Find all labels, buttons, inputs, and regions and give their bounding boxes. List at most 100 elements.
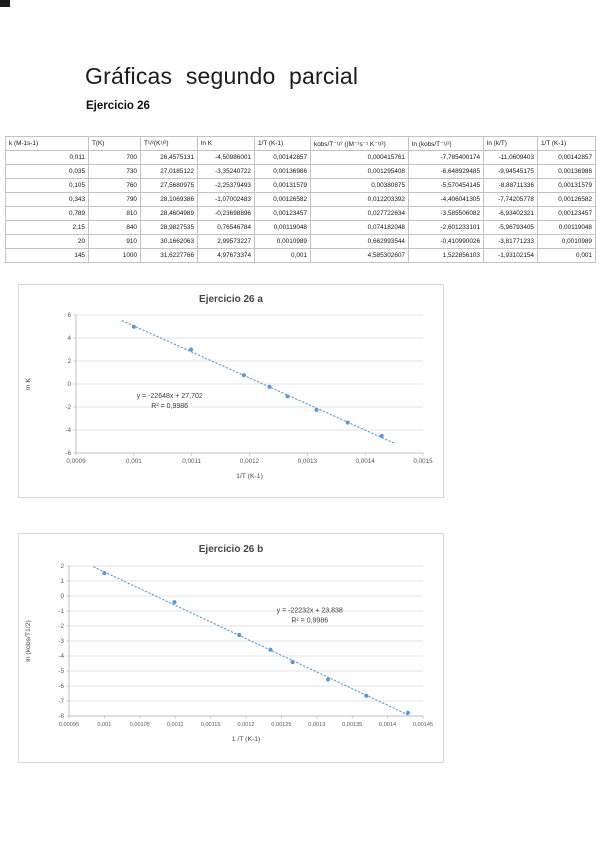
axes — [66, 565, 424, 719]
x-tick-label: 0,00135 — [342, 722, 362, 728]
x-tick-label: 0,0012 — [240, 458, 260, 465]
x-tick-label: 0,0014 — [379, 722, 396, 728]
y-tick-label: -5 — [58, 668, 64, 675]
table-cell: 145 — [5, 248, 89, 263]
table-cell: 810 — [88, 206, 141, 221]
table-cell: 2,15 — [5, 220, 89, 235]
x-tick-label: 0,00105 — [130, 722, 150, 728]
page-title: Gráficas segundo parcial — [85, 63, 359, 89]
y-tick-label: 2 — [60, 563, 64, 570]
table-cell: 790 — [88, 192, 141, 207]
table-cell: 0,00119048 — [254, 220, 311, 235]
chart-canvas: 0,0009 0,001 0,0011 0,0012 0,0013 0,0014 0,001… — [25, 294, 433, 480]
table-cell: 0,074182048 — [310, 220, 409, 235]
data-table: k (M-1s-1) T(K) T¹/²(K¹/²) ln K 1/T (K-1) kob… — [5, 136, 596, 263]
data-point — [268, 647, 273, 652]
table-row: 0,105 760 27,5680975 -2,25379493 0,00131579 0… — [5, 178, 596, 193]
table-header-cell: ln (kobs/T⁻¹/²) — [408, 136, 484, 151]
table-row: 0,789 810 28,4604989 -0,23698896 0,00123457 0… — [5, 206, 596, 221]
table-cell: -8,88711336 — [483, 178, 538, 193]
table-cell: -5,570454145 — [408, 178, 484, 193]
data-point — [314, 407, 319, 413]
table-cell: 700 — [88, 150, 141, 165]
table-cell: 28,4604989 — [140, 206, 198, 221]
x-tick-label: 0,00115 — [201, 722, 221, 728]
y-axis-label: ln (kobs/T1/2) — [25, 620, 32, 662]
x-tick-label: 0,00095 — [59, 722, 79, 728]
y-tick-label: -2 — [58, 623, 64, 630]
table-header-cell: kobs/T⁻¹/² ((M⁻¹s⁻¹ K⁻¹/²) — [310, 136, 409, 151]
table-cell: -4,406041305 — [408, 192, 484, 207]
table-cell: 0,00136986 — [537, 164, 596, 179]
x-tick-label: 0,0009 — [66, 458, 86, 465]
table-cell: -11,0609403 — [483, 150, 538, 165]
table-cell: 27,0185122 — [140, 164, 198, 179]
table-cell: 0,00131579 — [254, 178, 311, 193]
x-axis-label: 1/T (K-1) — [236, 473, 263, 480]
y-tick-label: -7 — [58, 698, 64, 705]
table-cell: -3,81771233 — [483, 234, 538, 249]
y-tick-label: 1 — [60, 578, 64, 585]
table-cell: -1,93102154 — [483, 248, 538, 263]
table-cell: 730 — [88, 164, 141, 179]
table-row: 0,035 730 27,0185122 -3,35240722 0,00136986 0… — [5, 164, 596, 179]
data-point — [102, 571, 107, 576]
y-axis-label: ln K — [25, 378, 32, 390]
y-tick-label: 2 — [67, 358, 71, 365]
table-header-cell: k (M-1s-1) — [5, 136, 89, 151]
table-cell: -7,74205778 — [483, 192, 538, 207]
table-cell: 28,9827535 — [140, 220, 198, 235]
y-tick-label: -2 — [65, 404, 71, 411]
table-cell: 0,76546784 — [197, 220, 255, 235]
x-tick-label: 0,0015 — [413, 458, 433, 465]
table-cell: 4,97673374 — [197, 248, 255, 263]
table-cell: 0,105 — [5, 178, 89, 193]
table-cell: -0,410990026 — [408, 234, 484, 249]
trendline — [121, 320, 396, 445]
data-point — [241, 373, 247, 378]
trendline — [93, 566, 411, 717]
y-tick-label: -6 — [65, 450, 71, 457]
table-cell: -5,96793405 — [483, 220, 538, 235]
table-cell: 0,0010989 — [537, 234, 596, 249]
x-axis-label: 1 /T (K-1) — [232, 736, 261, 743]
axes — [73, 314, 424, 456]
x-tick-label: 0,00125 — [271, 722, 291, 728]
data-point — [237, 632, 242, 638]
x-tick-label: 0,0011 — [182, 458, 201, 465]
table-cell: 0,0010989 — [254, 234, 311, 249]
table-body: 0,011 700 26,4575131 -4,50986001 0,00142857 0… — [5, 150, 596, 263]
table-cell: 0,789 — [5, 206, 89, 221]
table-cell: 0,00142857 — [537, 150, 596, 165]
table-cell: 26,4575131 — [140, 150, 198, 165]
x-tick-label: 0,00145 — [413, 722, 433, 728]
table-header-cell: 1/T (K-1) — [537, 136, 596, 151]
table-row: 0,011 700 26,4575131 -4,50986001 0,00142857 0… — [5, 150, 596, 165]
y-tick-label: -4 — [65, 427, 71, 434]
table-cell: 0,035 — [5, 164, 89, 179]
table-header-cell: 1/T (K-1) — [254, 136, 311, 151]
table-cell: 2,99573227 — [197, 234, 255, 249]
table-cell: 0,001 — [254, 248, 311, 263]
table-cell: 0,000415761 — [310, 150, 409, 165]
table-cell: 0,00131579 — [537, 178, 596, 193]
table-cell: -2,25379493 — [197, 178, 255, 193]
y-tick-label: -3 — [58, 638, 64, 645]
table-cell: 0,001 — [537, 248, 596, 263]
data-points — [102, 571, 410, 715]
data-point — [131, 324, 136, 329]
data-point — [285, 394, 290, 399]
data-point — [364, 693, 369, 698]
table-cell: -9,94545175 — [483, 164, 538, 179]
table-cell: 910 — [88, 234, 141, 249]
x-tick-label: 0,0013 — [308, 722, 325, 728]
table-cell: 840 — [88, 220, 141, 235]
table-header-cell: T(K) — [88, 136, 141, 151]
table-cell: 0,001295408 — [310, 164, 409, 179]
table-cell: 0,00119048 — [537, 220, 596, 235]
table-cell: 760 — [88, 178, 141, 193]
data-point — [290, 659, 295, 665]
chart-title: Ejercicio 26 b — [199, 544, 263, 555]
gridlines — [76, 314, 423, 454]
